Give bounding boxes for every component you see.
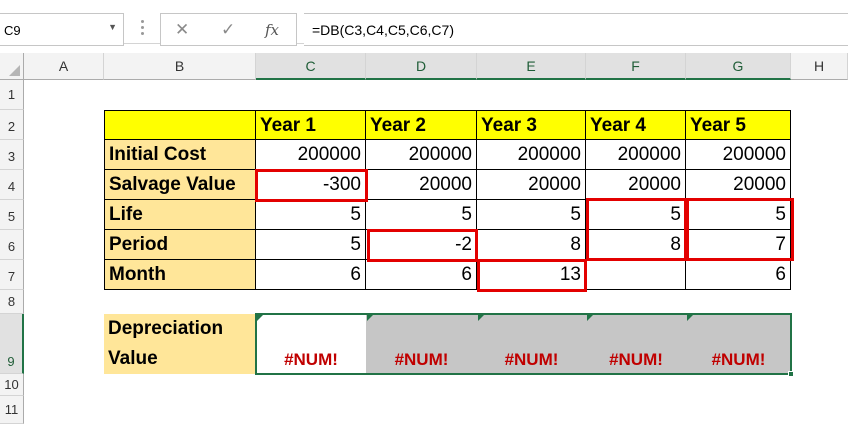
label-period[interactable]: Period — [104, 230, 256, 260]
cell-c4[interactable]: -300 — [256, 170, 366, 200]
header-blank-cell[interactable] — [104, 110, 256, 140]
row-header-3[interactable]: 3 — [0, 140, 24, 170]
column-header-e[interactable]: E — [477, 53, 586, 80]
depreciation-label-line-2: Value — [108, 348, 158, 369]
row-header-11[interactable]: 11 — [0, 396, 24, 424]
row-header-10[interactable]: 10 — [0, 374, 24, 396]
header-year-2[interactable]: Year 2 — [366, 110, 477, 140]
column-header-a[interactable]: A — [24, 53, 104, 80]
row-header-1[interactable]: 1 — [0, 80, 24, 110]
column-header-d[interactable]: D — [366, 53, 477, 80]
formula-buttons: ✕ ✓ fx — [160, 13, 297, 46]
cell-d9[interactable]: #NUM! — [366, 314, 477, 374]
column-header-f[interactable]: F — [586, 53, 686, 80]
error-indicator-icon[interactable] — [687, 315, 693, 321]
fill-handle[interactable] — [788, 371, 794, 377]
label-life[interactable]: Life — [104, 200, 256, 230]
column-header-c[interactable]: C — [256, 53, 366, 80]
formula-input[interactable]: =DB(C3,C4,C5,C6,C7) — [304, 13, 848, 46]
cell-g7[interactable]: 6 — [686, 260, 791, 290]
cell-f5[interactable]: 5 — [586, 200, 686, 230]
column-header-h[interactable]: H — [791, 53, 848, 80]
cell-f9[interactable]: #NUM! — [586, 314, 686, 374]
error-indicator-icon[interactable] — [478, 315, 484, 321]
label-salvage-value[interactable]: Salvage Value — [104, 170, 256, 200]
depreciation-label-line-1: Depreciation — [108, 318, 224, 339]
cell-f7[interactable] — [586, 260, 686, 290]
cell-g5[interactable]: 5 — [686, 200, 791, 230]
cell-d4[interactable]: 20000 — [366, 170, 477, 200]
drag-handle-icon[interactable] — [140, 20, 146, 38]
cell-e7[interactable]: 13 — [477, 260, 586, 290]
row-header-5[interactable]: 5 — [0, 200, 24, 230]
row-header-8[interactable]: 8 — [0, 290, 24, 314]
cell-f4[interactable]: 20000 — [586, 170, 686, 200]
cell-e4[interactable]: 20000 — [477, 170, 586, 200]
cell-g6[interactable]: 7 — [686, 230, 791, 260]
cell-e5[interactable]: 5 — [477, 200, 586, 230]
cell-c7[interactable]: 6 — [256, 260, 366, 290]
check-icon[interactable]: ✓ — [221, 20, 236, 39]
header-year-1[interactable]: Year 1 — [256, 110, 366, 140]
cell-c6[interactable]: 5 — [256, 230, 366, 260]
cell-g3[interactable]: 200000 — [686, 140, 791, 170]
error-indicator-icon[interactable] — [367, 315, 373, 321]
row-header-6[interactable]: 6 — [0, 230, 24, 260]
cell-e6[interactable]: 8 — [477, 230, 586, 260]
cell-d6[interactable]: -2 — [366, 230, 477, 260]
error-indicator-icon[interactable] — [257, 315, 263, 321]
cell-c9[interactable]: #NUM! — [256, 314, 366, 374]
cell-g9[interactable]: #NUM! — [686, 314, 791, 374]
error-indicator-icon[interactable] — [587, 315, 593, 321]
cell-g4[interactable]: 20000 — [686, 170, 791, 200]
header-year-4[interactable]: Year 4 — [586, 110, 686, 140]
cell-c3[interactable]: 200000 — [256, 140, 366, 170]
cell-f3[interactable]: 200000 — [586, 140, 686, 170]
formula-text: =DB(C3,C4,C5,C6,C7) — [312, 22, 454, 38]
insert-function-icon[interactable]: fx — [265, 21, 280, 39]
label-depreciation-value[interactable]: Depreciation Value — [104, 314, 256, 374]
cell-f6[interactable]: 8 — [586, 230, 686, 260]
close-icon[interactable]: ✕ — [175, 20, 190, 39]
row-header-9[interactable]: 9 — [0, 314, 24, 374]
name-box-value: C9 — [4, 23, 21, 38]
label-initial-cost[interactable]: Initial Cost — [104, 140, 256, 170]
cell-e9[interactable]: #NUM! — [477, 314, 586, 374]
cell-c5[interactable]: 5 — [256, 200, 366, 230]
row-header-7[interactable]: 7 — [0, 260, 24, 290]
chevron-down-icon[interactable]: ▼ — [108, 22, 117, 32]
column-header-g[interactable]: G — [686, 53, 791, 80]
cell-e3[interactable]: 200000 — [477, 140, 586, 170]
label-month[interactable]: Month — [104, 260, 256, 290]
select-all-button[interactable] — [0, 53, 24, 80]
header-year-3[interactable]: Year 3 — [477, 110, 586, 140]
formula-bar: C9 ▼ ✕ ✓ fx =DB(C3,C4,C5,C6,C7) — [0, 0, 848, 46]
cell-d5[interactable]: 5 — [366, 200, 477, 230]
name-box[interactable]: C9 ▼ — [0, 13, 124, 46]
header-year-5[interactable]: Year 5 — [686, 110, 791, 140]
column-header-b[interactable]: B — [104, 53, 256, 80]
selection-outline — [255, 313, 792, 375]
row-header-4[interactable]: 4 — [0, 170, 24, 200]
row-header-2[interactable]: 2 — [0, 110, 24, 140]
cell-d7[interactable]: 6 — [366, 260, 477, 290]
cell-d3[interactable]: 200000 — [366, 140, 477, 170]
